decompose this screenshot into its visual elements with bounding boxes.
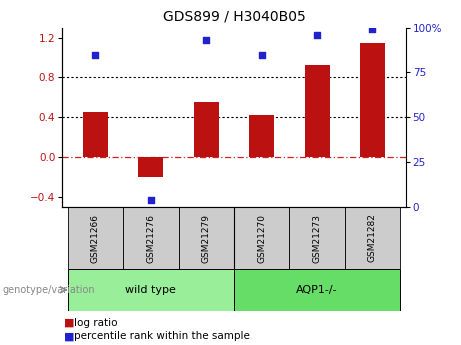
Bar (178, 207, 234, 269)
Text: GSM21266: GSM21266 (91, 214, 100, 263)
Bar (290, 207, 345, 269)
Point (313, 32, 321, 38)
Bar (249, 115, 274, 157)
Point (92, 52, 99, 57)
Title: GDS899 / H3040B05: GDS899 / H3040B05 (163, 10, 305, 24)
Bar (138, 157, 163, 177)
Point (202, 37, 210, 43)
Bar (234, 269, 400, 310)
Text: ■: ■ (64, 332, 74, 341)
Bar (83, 112, 108, 157)
Text: wild type: wild type (125, 285, 176, 295)
Text: genotype/variation: genotype/variation (2, 285, 95, 295)
Text: ■: ■ (64, 318, 74, 327)
Point (258, 52, 266, 57)
Text: GSM21270: GSM21270 (257, 214, 266, 263)
Bar (360, 42, 385, 157)
Text: GSM21282: GSM21282 (368, 214, 377, 263)
Text: GSM21273: GSM21273 (313, 214, 322, 263)
Text: percentile rank within the sample: percentile rank within the sample (74, 332, 250, 341)
Point (147, 197, 154, 203)
Bar (68, 269, 234, 310)
Bar (345, 207, 400, 269)
Text: GSM21276: GSM21276 (146, 214, 155, 263)
Bar (234, 207, 290, 269)
Text: AQP1-/-: AQP1-/- (296, 285, 338, 295)
Bar (305, 66, 330, 157)
Text: GSM21279: GSM21279 (202, 214, 211, 263)
Text: log ratio: log ratio (74, 318, 117, 327)
Point (369, 27, 376, 32)
Bar (194, 102, 219, 157)
Bar (123, 207, 178, 269)
Bar (68, 207, 123, 269)
